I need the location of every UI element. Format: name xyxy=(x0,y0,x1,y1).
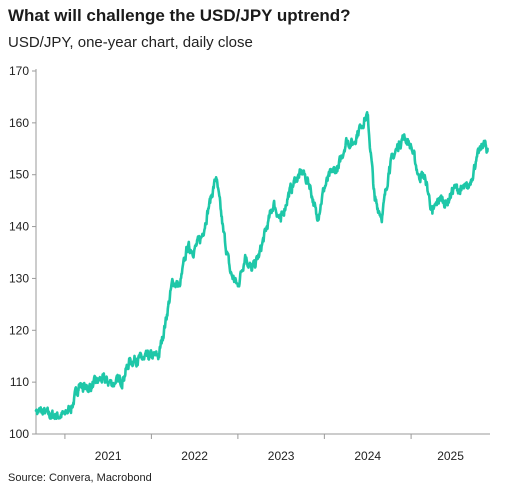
usdjpy-series-line xyxy=(34,111,489,421)
y-tick-label: 150 xyxy=(9,168,29,182)
y-tick-label: 170 xyxy=(9,64,29,78)
y-tick-label: 120 xyxy=(9,323,29,337)
source-note: Source: Convera, Macrobond xyxy=(8,472,152,484)
y-tick-label: 110 xyxy=(10,375,29,389)
x-tick-label: 2022 xyxy=(181,449,208,463)
chart-axes: 100 110 120 130 140 150 160 170 2021 2022 2023 2024… xyxy=(9,64,490,463)
y-tick-label: 100 xyxy=(9,427,29,441)
y-tick-label: 130 xyxy=(9,271,29,285)
y-tick-label: 140 xyxy=(9,220,29,234)
chart-title: What will challenge the USD/JPY uptrend? xyxy=(8,6,351,25)
x-tick-label: 2024 xyxy=(354,449,381,463)
x-tick-label: 2023 xyxy=(268,449,295,463)
chart-marks xyxy=(34,111,489,421)
x-tick-label: 2021 xyxy=(95,449,122,463)
chart-subtitle: USD/JPY, one-year chart, daily close xyxy=(8,34,253,51)
x-tick-label: 2025 xyxy=(437,449,464,463)
y-tick-label: 160 xyxy=(9,116,29,130)
